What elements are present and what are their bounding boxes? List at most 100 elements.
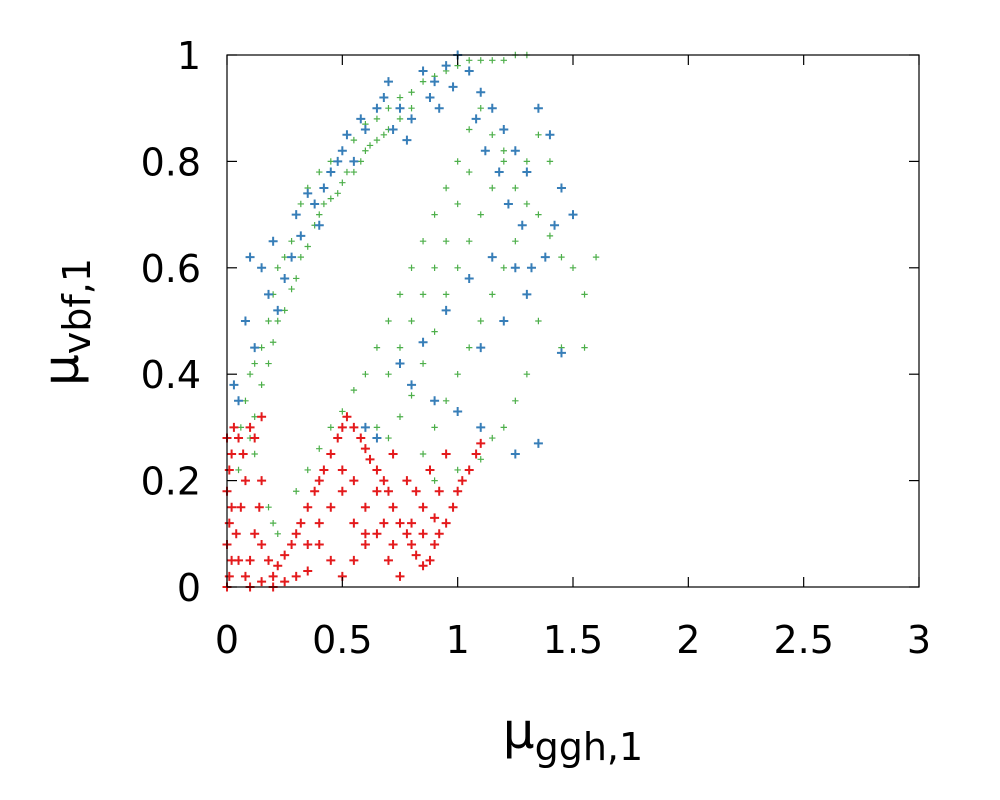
data-point bbox=[257, 539, 267, 549]
data-point bbox=[291, 529, 301, 539]
data-point bbox=[388, 539, 398, 549]
data-point bbox=[408, 392, 415, 399]
data-point bbox=[235, 466, 242, 474]
data-point bbox=[464, 66, 474, 76]
data-point bbox=[402, 476, 412, 486]
data-point bbox=[419, 238, 427, 245]
data-point bbox=[269, 519, 277, 527]
data-point bbox=[395, 359, 405, 369]
data-point bbox=[441, 518, 451, 528]
data-point bbox=[526, 263, 536, 273]
y-tick-labels: 0 0.2 0.4 0.6 0.8 1 bbox=[141, 34, 201, 610]
data-point bbox=[333, 433, 343, 443]
data-point bbox=[476, 343, 486, 353]
data-point bbox=[418, 337, 428, 347]
data-point bbox=[546, 158, 554, 165]
data-point bbox=[510, 263, 520, 273]
data-point bbox=[356, 114, 366, 124]
data-point bbox=[303, 566, 313, 576]
data-point bbox=[523, 371, 531, 378]
data-point bbox=[379, 476, 389, 486]
data-point bbox=[546, 232, 554, 240]
x-tick-label: 3 bbox=[907, 618, 931, 662]
data-point bbox=[487, 103, 497, 113]
data-point bbox=[240, 476, 250, 486]
data-point bbox=[425, 93, 435, 103]
data-point bbox=[339, 179, 346, 186]
data-point bbox=[396, 115, 404, 123]
data-point bbox=[454, 158, 461, 165]
data-point bbox=[337, 486, 347, 496]
data-point bbox=[372, 486, 382, 496]
data-point bbox=[477, 317, 484, 325]
data-point bbox=[373, 344, 381, 351]
data-point bbox=[379, 518, 389, 528]
data-point bbox=[293, 275, 300, 282]
data-point bbox=[457, 476, 467, 486]
data-point bbox=[385, 105, 392, 112]
data-point bbox=[430, 539, 440, 549]
data-point bbox=[250, 343, 260, 353]
data-point bbox=[434, 486, 444, 496]
data-point bbox=[408, 264, 415, 271]
data-point bbox=[385, 317, 392, 325]
data-point bbox=[454, 264, 461, 271]
y-tick-label: 0.8 bbox=[141, 140, 201, 184]
data-point bbox=[273, 305, 283, 315]
data-point bbox=[268, 571, 278, 581]
data-point bbox=[327, 424, 334, 431]
data-point bbox=[280, 273, 290, 283]
data-point bbox=[365, 454, 375, 464]
y-tick-label: 1 bbox=[177, 34, 201, 78]
data-point bbox=[503, 199, 513, 209]
data-point bbox=[396, 94, 404, 101]
data-point bbox=[362, 147, 369, 154]
data-point bbox=[385, 371, 392, 378]
data-point bbox=[487, 252, 497, 262]
data-point bbox=[430, 77, 440, 87]
data-point bbox=[512, 238, 519, 245]
y-tick-label: 0.2 bbox=[141, 460, 201, 504]
data-point bbox=[431, 211, 438, 218]
data-point bbox=[411, 550, 421, 560]
data-point bbox=[430, 396, 440, 406]
data-point bbox=[442, 184, 450, 192]
data-point bbox=[373, 424, 381, 431]
data-point bbox=[540, 252, 550, 262]
data-point bbox=[251, 360, 258, 367]
data-point bbox=[343, 168, 351, 176]
data-point bbox=[236, 502, 246, 512]
data-point bbox=[319, 183, 329, 193]
data-point bbox=[407, 539, 417, 549]
data-point bbox=[396, 413, 404, 420]
data-point bbox=[419, 360, 427, 367]
data-point bbox=[500, 424, 507, 431]
data-point bbox=[251, 450, 258, 458]
data-point bbox=[250, 529, 260, 539]
data-point bbox=[288, 285, 295, 293]
data-point bbox=[568, 210, 578, 220]
data-point bbox=[383, 77, 393, 87]
data-point bbox=[500, 158, 507, 165]
data-point bbox=[227, 502, 237, 512]
data-point bbox=[303, 502, 313, 512]
data-point bbox=[349, 555, 359, 565]
data-point bbox=[264, 289, 274, 299]
y-tick-label: 0 bbox=[177, 566, 201, 610]
data-point bbox=[510, 146, 520, 156]
data-point bbox=[314, 539, 324, 549]
y-axis-label-subscript: vbf,1 bbox=[55, 258, 99, 354]
data-point bbox=[227, 449, 237, 459]
data-point bbox=[418, 529, 428, 539]
data-point bbox=[441, 61, 451, 71]
data-point bbox=[333, 156, 343, 166]
data-point bbox=[395, 571, 405, 581]
data-point bbox=[310, 486, 320, 496]
x-axis-label-subscript: ggh,1 bbox=[535, 725, 644, 769]
data-point bbox=[533, 103, 543, 113]
data-point bbox=[264, 555, 274, 565]
data-point bbox=[441, 305, 451, 315]
data-point bbox=[522, 289, 532, 299]
data-point bbox=[287, 539, 297, 549]
